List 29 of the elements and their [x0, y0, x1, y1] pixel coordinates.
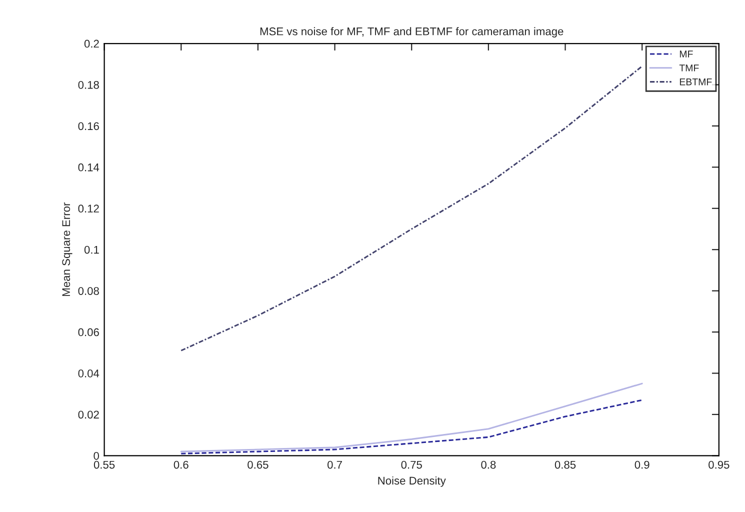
x-axis-title: Noise Density [378, 476, 446, 487]
y-tick-label: 0.1 [84, 246, 99, 254]
y-tick-label: 0.04 [78, 370, 100, 378]
line-series [180, 65, 643, 352]
x-tick-label: 0.6 [174, 460, 188, 469]
legend-label: MF [680, 50, 693, 58]
x-tick-label: 0.55 [94, 460, 115, 469]
line-series [180, 399, 643, 454]
legend-label: EBTMF [680, 78, 712, 86]
x-tick-label: 0.7 [327, 460, 342, 469]
y-tick-label: 0.06 [78, 328, 99, 336]
chart-title: MSE vs noise for MF, TMF and EBTMF for cameraman image [260, 27, 564, 38]
legend-label: TMF [679, 64, 699, 72]
y-tick-label: 0 [94, 452, 100, 460]
y-tick-label: 0.14 [78, 163, 100, 172]
y-tick-label: 0.2 [84, 40, 99, 48]
line-series [180, 382, 643, 452]
x-tick-label: 0.8 [481, 460, 496, 469]
x-tick-label: 0.85 [554, 460, 576, 469]
y-tick-label: 0.16 [78, 122, 99, 130]
y-tick-label: 0.18 [78, 81, 99, 89]
y-tick-label: 0.08 [78, 287, 99, 295]
x-tick-label: 0.9 [634, 460, 650, 469]
x-tick-label: 0.65 [248, 460, 268, 469]
y-tick-label: 0.02 [78, 410, 99, 419]
x-tick-label: 0.75 [401, 460, 422, 469]
y-axis-title: Mean Square Error [62, 202, 72, 296]
y-tick-label: 0.12 [78, 204, 99, 213]
x-tick-label: 0.95 [708, 460, 730, 469]
